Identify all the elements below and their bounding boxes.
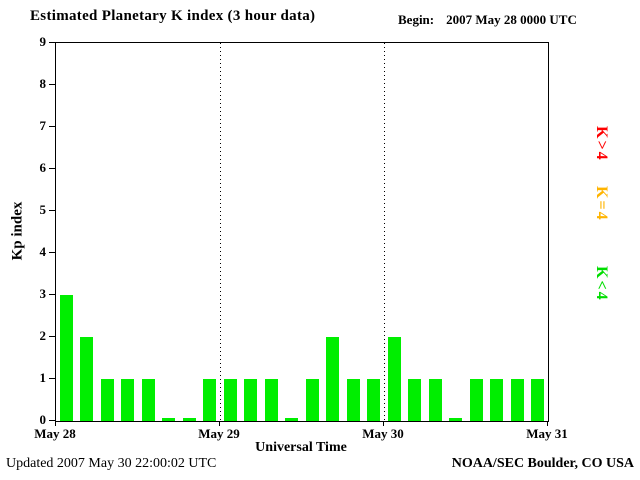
x-tick-label: May 31 xyxy=(526,426,568,441)
kp-bar xyxy=(531,379,545,421)
y-tick-mark xyxy=(49,126,55,127)
x-tick-mark xyxy=(547,421,548,426)
kp-bar xyxy=(223,379,237,421)
kp-bar xyxy=(449,418,463,421)
y-tick-label: 8 xyxy=(39,76,47,91)
kp-bar xyxy=(408,379,422,421)
noaa-credit: NOAA/SEC Boulder, CO USA xyxy=(451,456,634,471)
y-tick-label: 6 xyxy=(39,160,47,175)
kp-bar xyxy=(326,337,340,421)
y-tick-mark xyxy=(49,252,55,253)
kp-bar xyxy=(264,379,278,421)
y-tick-mark xyxy=(49,378,55,379)
y-tick-mark xyxy=(49,336,55,337)
y-tick-mark xyxy=(49,294,55,295)
kp-bar xyxy=(182,418,196,421)
kp-bar xyxy=(510,379,524,421)
kp-bar xyxy=(80,337,94,421)
x-tick-mark xyxy=(55,421,56,426)
legend-k-below-4: K<4 xyxy=(593,266,610,302)
chart-title: Estimated Planetary K index (3 hour data… xyxy=(30,8,316,24)
y-tick-label: 7 xyxy=(39,118,47,133)
y-tick-label: 0 xyxy=(39,412,47,427)
y-tick-mark xyxy=(49,168,55,169)
y-tick-mark xyxy=(49,84,55,85)
kp-bar xyxy=(121,379,135,421)
y-tick-mark xyxy=(49,42,55,43)
y-tick-label: 5 xyxy=(39,202,47,217)
y-tick-mark xyxy=(49,210,55,211)
kp-bar xyxy=(59,295,73,421)
y-tick-label: 3 xyxy=(39,286,47,301)
begin-value: 2007 May 28 0000 UTC xyxy=(446,12,577,27)
kp-bar xyxy=(100,379,114,421)
x-tick-label: May 30 xyxy=(362,426,404,441)
begin-label: Begin: xyxy=(398,12,435,27)
kp-bar xyxy=(387,337,401,421)
kp-bar xyxy=(285,418,299,421)
kp-bar xyxy=(367,379,381,421)
y-tick-label: 4 xyxy=(39,244,47,259)
updated-timestamp: Updated 2007 May 30 22:00:02 UTC xyxy=(6,456,217,471)
day-divider-dotted-line xyxy=(220,43,221,421)
y-tick-label: 1 xyxy=(39,370,47,385)
y-tick-mark xyxy=(49,420,55,421)
x-tick-label: May 29 xyxy=(198,426,240,441)
kp-bar xyxy=(244,379,258,421)
y-tick-label: 2 xyxy=(39,328,47,343)
kp-bar xyxy=(203,379,217,421)
x-axis-title: Universal Time xyxy=(255,440,347,455)
kp-bar xyxy=(490,379,504,421)
kp-bar xyxy=(428,379,442,421)
kp-bar xyxy=(469,379,483,421)
legend-k-equal-4: K=4 xyxy=(593,186,610,222)
x-tick-label: May 28 xyxy=(34,426,76,441)
legend-k-above-4: K>4 xyxy=(593,126,610,162)
kp-bar xyxy=(305,379,319,421)
x-tick-mark xyxy=(383,421,384,426)
kp-bar xyxy=(141,379,155,421)
kp-bar xyxy=(162,418,176,421)
x-tick-mark xyxy=(219,421,220,426)
day-divider-dotted-line xyxy=(384,43,385,421)
y-tick-label: 9 xyxy=(39,34,47,49)
kp-bar xyxy=(346,379,360,421)
plot-area xyxy=(55,42,549,422)
begin-timestamp: Begin: 2007 May 28 0000 UTC xyxy=(398,12,577,28)
